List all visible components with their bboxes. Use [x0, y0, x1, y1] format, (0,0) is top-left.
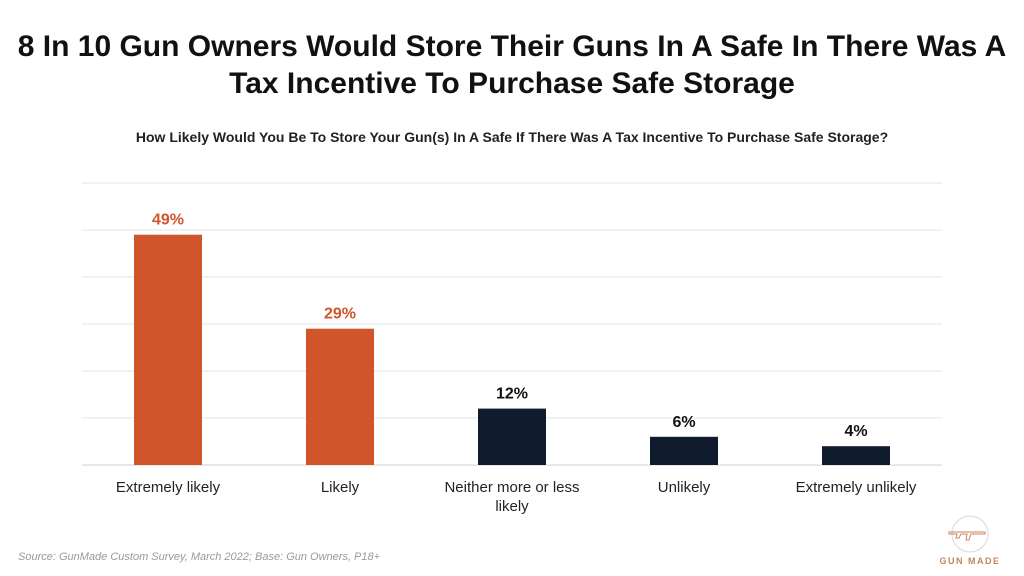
gunmade-logo: GUN MADE [940, 515, 1001, 566]
category-label: Likely [321, 479, 360, 496]
category-label: Extremely unlikely [796, 479, 917, 496]
data-label: 6% [672, 414, 695, 431]
data-label: 4% [844, 423, 867, 440]
category-label: Extremely likely [116, 479, 221, 496]
chart-subtitle: How Likely Would You Be To Store Your Gu… [135, 129, 889, 145]
bar [306, 328, 374, 465]
data-label: 12% [496, 386, 528, 403]
chart-title: 8 In 10 Gun Owners Would Store Their Gun… [17, 30, 1007, 100]
svg-text:GUN MADE: GUN MADE [940, 556, 1001, 566]
bar [822, 446, 890, 465]
bar [134, 234, 202, 465]
category-label: Unlikely [658, 479, 711, 496]
source-note: Source: GunMade Custom Survey, March 202… [18, 551, 381, 563]
data-label: 49% [152, 212, 184, 229]
bar [650, 436, 718, 465]
category-label: Neither more or less likely [444, 479, 579, 515]
bar [478, 408, 546, 465]
data-label: 29% [324, 306, 356, 323]
